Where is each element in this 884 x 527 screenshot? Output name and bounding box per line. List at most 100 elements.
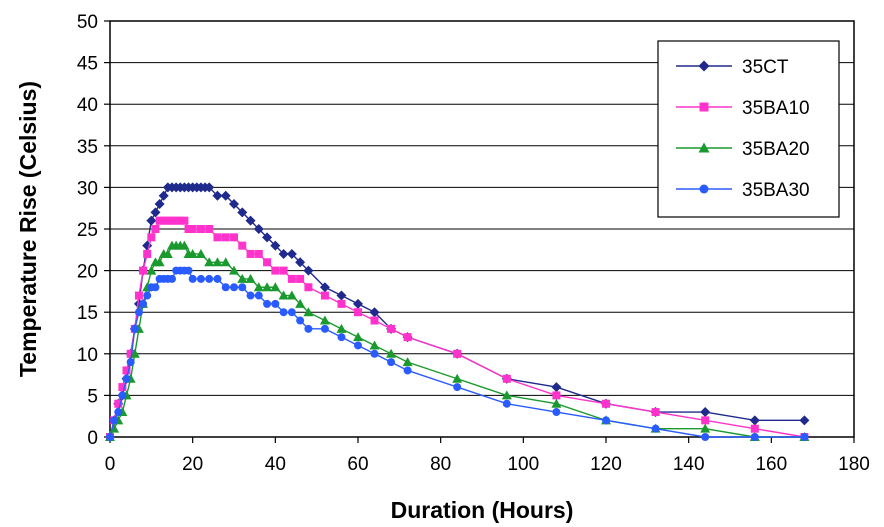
- data-point: [176, 216, 185, 225]
- data-point: [195, 248, 206, 258]
- data-point: [278, 248, 289, 259]
- data-point: [370, 316, 379, 325]
- data-point: [151, 225, 160, 233]
- data-point: [147, 233, 156, 242]
- data-point: [184, 266, 193, 275]
- y-tick-label: 40: [77, 95, 98, 116]
- data-point: [221, 233, 230, 242]
- data-point: [320, 291, 329, 300]
- x-tick-label: 20: [182, 454, 203, 475]
- data-point: [237, 207, 248, 218]
- data-point: [452, 373, 463, 383]
- data-point: [213, 233, 222, 242]
- legend-label: 35CT: [742, 57, 789, 78]
- data-point: [403, 366, 412, 375]
- data-point: [303, 307, 314, 317]
- series-35ba30: [106, 266, 809, 441]
- data-point: [651, 408, 660, 417]
- data-point: [551, 398, 562, 408]
- data-point: [221, 283, 230, 292]
- data-point: [263, 299, 272, 308]
- data-point: [229, 265, 239, 275]
- data-point: [130, 324, 139, 333]
- x-axis-ticks: 0 20 40 60 80 100 120 140 160 180: [105, 437, 870, 475]
- legend-label: 35BA20: [742, 139, 810, 160]
- data-point: [354, 341, 362, 350]
- data-point: [279, 266, 288, 275]
- data-point: [229, 199, 239, 210]
- data-point: [118, 383, 127, 392]
- data-point: [263, 258, 272, 267]
- data-point: [139, 266, 148, 275]
- y-tick-label: 10: [77, 345, 98, 366]
- data-point: [287, 308, 296, 317]
- data-point: [220, 257, 231, 267]
- data-point: [271, 266, 280, 275]
- data-point: [387, 358, 396, 367]
- data-point: [180, 216, 189, 225]
- data-point: [303, 265, 314, 276]
- data-point: [212, 257, 223, 267]
- data-point: [403, 333, 412, 342]
- data-point: [254, 291, 263, 300]
- legend-marker: [699, 184, 709, 194]
- legend-item: 35BA20: [676, 139, 810, 160]
- y-tick-label: 5: [87, 386, 98, 407]
- data-point: [230, 233, 238, 242]
- data-point: [552, 408, 561, 417]
- data-point: [304, 283, 313, 292]
- data-point: [179, 240, 190, 250]
- data-point: [262, 232, 273, 243]
- data-point: [126, 358, 135, 367]
- data-point: [230, 283, 238, 292]
- data-point: [168, 216, 176, 225]
- x-tick-label: 60: [347, 454, 368, 475]
- data-point: [246, 291, 255, 300]
- data-point: [353, 298, 363, 309]
- x-tick-label: 80: [430, 454, 451, 475]
- legend-marker: [698, 60, 710, 72]
- data-point: [386, 348, 397, 358]
- data-point: [188, 274, 197, 283]
- data-point: [552, 391, 561, 400]
- x-tick-label: 40: [265, 454, 286, 475]
- data-point: [296, 316, 305, 325]
- data-point: [749, 415, 760, 426]
- data-point: [110, 416, 119, 425]
- data-point: [204, 182, 215, 193]
- data-point: [126, 349, 135, 358]
- legend: 35CT 35BA10 35BA20 35BA30: [657, 40, 840, 218]
- data-point: [319, 315, 330, 325]
- legend-label: 35BA30: [742, 180, 810, 201]
- data-point: [453, 383, 462, 392]
- y-tick-label: 30: [77, 178, 98, 199]
- data-point: [701, 433, 710, 441]
- data-point: [212, 190, 223, 201]
- data-point: [286, 248, 297, 259]
- data-point: [253, 282, 264, 292]
- data-point: [354, 308, 362, 317]
- data-point: [122, 366, 131, 375]
- data-point: [196, 225, 205, 233]
- data-point: [146, 215, 157, 226]
- data-point: [701, 416, 710, 425]
- data-point: [114, 408, 123, 417]
- data-point: [163, 216, 172, 225]
- data-point: [296, 274, 305, 283]
- data-point: [602, 416, 610, 425]
- series-layer: [105, 182, 810, 442]
- data-point: [651, 424, 660, 433]
- y-axis-title: Temperature Rise (Celsius): [15, 81, 41, 377]
- legend-box: [657, 40, 840, 218]
- y-tick-label: 35: [77, 137, 98, 158]
- data-point: [369, 340, 380, 350]
- data-point: [106, 433, 114, 441]
- legend-label: 35BA10: [742, 98, 810, 119]
- data-point: [213, 274, 222, 283]
- data-point: [295, 298, 306, 308]
- legend-item: 35BA30: [676, 180, 810, 201]
- y-tick-label: 50: [77, 12, 98, 33]
- data-point: [262, 282, 273, 292]
- data-point: [304, 324, 313, 333]
